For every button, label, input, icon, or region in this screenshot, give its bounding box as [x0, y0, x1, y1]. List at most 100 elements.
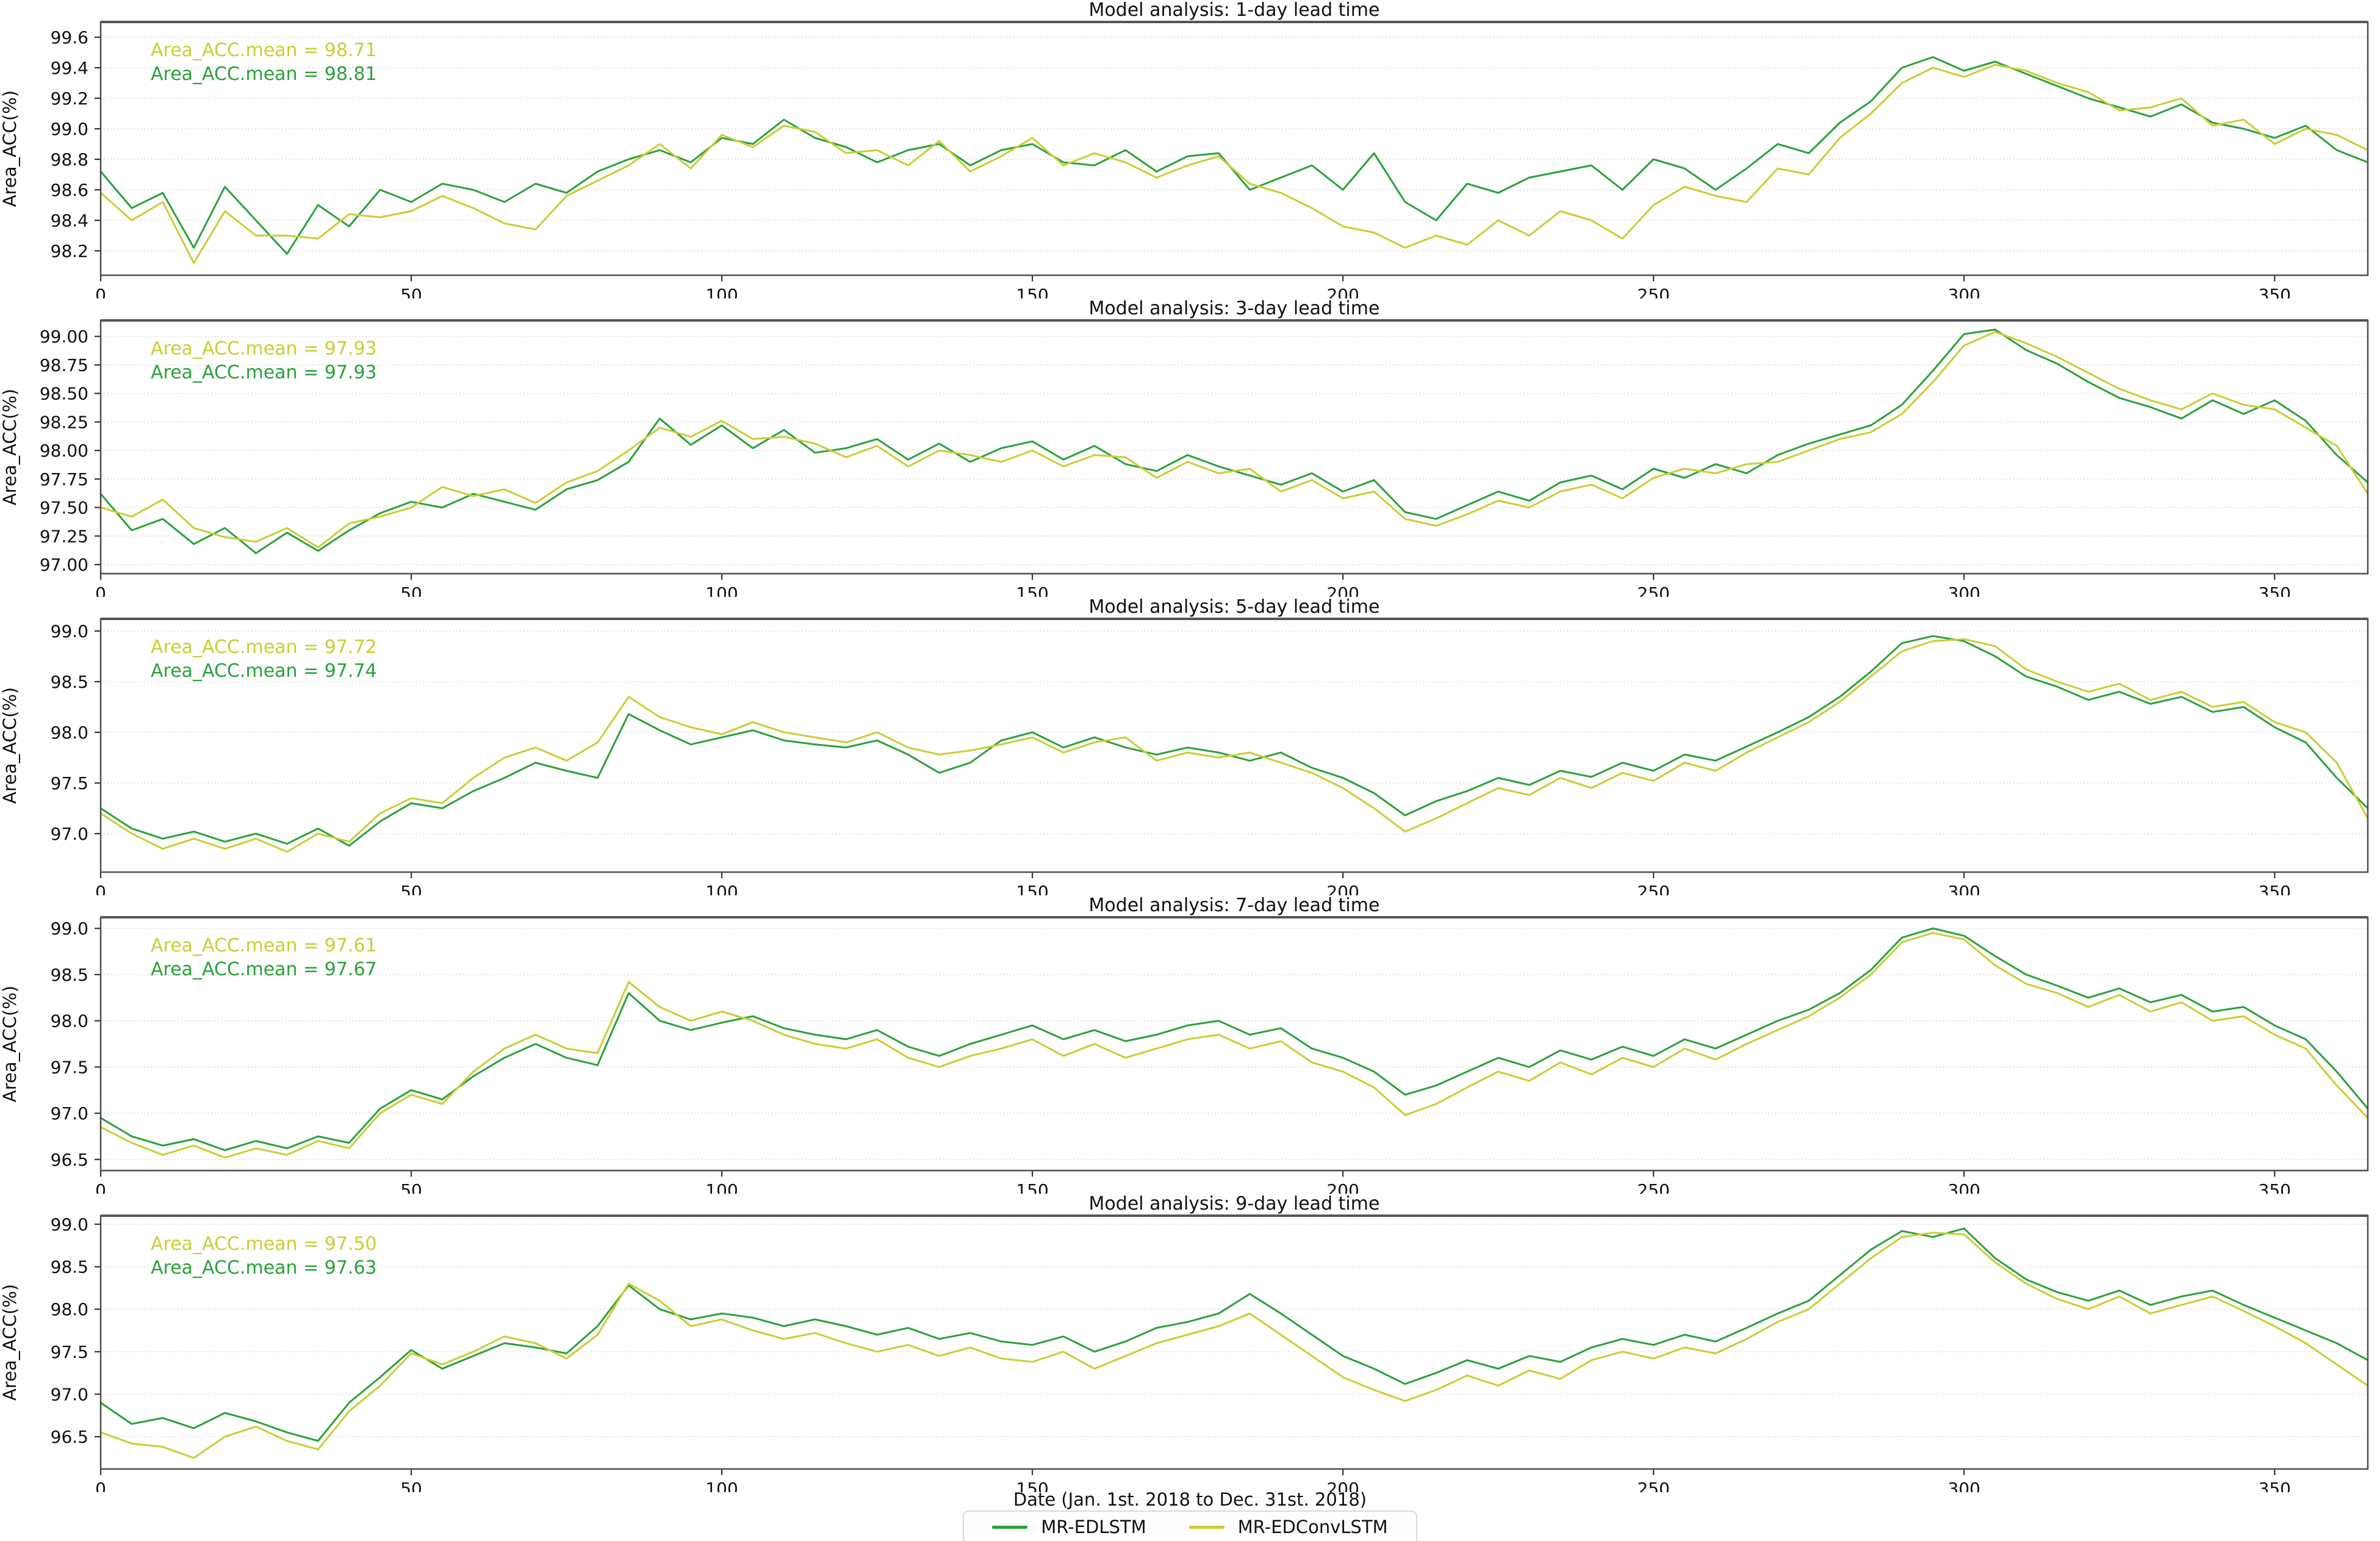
y-tick-label: 98.8	[51, 150, 88, 170]
mean-annotation-green: Area_ACC.mean = 97.74	[151, 660, 377, 682]
series-line-mr-edlstm	[99, 635, 2369, 847]
y-tick-label: 98.00	[40, 441, 88, 461]
x-tick-label: 150	[1016, 1180, 1048, 1194]
x-tick-label: 300	[1948, 285, 1980, 298]
mean-annotation-green: Area_ACC.mean = 97.67	[151, 959, 377, 980]
x-tick-label: 200	[1326, 1479, 1359, 1492]
y-axis-label: Area_ACC(%)	[0, 986, 20, 1102]
figure-footer: Date (Jan. 1st. 2018 to Dec. 31st. 2018)…	[0, 1490, 2380, 1541]
plot-spines	[99, 319, 2369, 575]
legend-label: MR-EDLSTM	[1041, 1517, 1146, 1537]
series-line-mr-edconvlstm	[99, 63, 2369, 264]
x-tick-label: 100	[705, 285, 738, 298]
x-tick-label: 0	[95, 1479, 106, 1492]
mean-annotation-green: Area_ACC.mean = 97.93	[151, 362, 377, 383]
y-tick-label: 97.75	[40, 469, 88, 489]
x-tick-label: 350	[2259, 1180, 2291, 1194]
x-tick-label: 100	[705, 882, 738, 895]
x-tick-label: 350	[2259, 1479, 2291, 1492]
legend-label: MR-EDConvLSTM	[1237, 1517, 1388, 1537]
y-tick-label: 97.5	[51, 1342, 88, 1362]
x-tick-label: 250	[1637, 882, 1669, 895]
y-axis-label: Area_ACC(%)	[0, 687, 20, 804]
legend: MR-EDLSTM MR-EDConvLSTM	[963, 1510, 1417, 1541]
legend-item-mr-edlstm: MR-EDLSTM	[992, 1517, 1146, 1537]
x-tick-label: 150	[1016, 882, 1048, 895]
panel-title: Model analysis: 7-day lead time	[1089, 895, 1380, 916]
y-tick-label: 98.5	[51, 965, 88, 985]
x-tick-label: 0	[95, 583, 106, 597]
y-axis-label: Area_ACC(%)	[0, 1284, 20, 1401]
mean-annotation-green: Area_ACC.mean = 98.81	[151, 63, 377, 85]
x-tick-label: 0	[95, 1180, 106, 1194]
series-line-mr-edlstm	[99, 927, 2369, 1152]
x-tick-label: 250	[1637, 583, 1669, 597]
y-tick-label: 98.50	[40, 384, 88, 404]
x-tick-label: 100	[705, 583, 738, 597]
y-tick-label: 97.0	[51, 1384, 88, 1404]
y-tick-label: 99.2	[51, 88, 88, 109]
y-tick-label: 98.5	[51, 1257, 88, 1277]
legend-item-mr-edconvlstm: MR-EDConvLSTM	[1188, 1517, 1388, 1537]
series-line-mr-edlstm	[99, 56, 2369, 255]
x-tick-label: 150	[1016, 1479, 1048, 1492]
y-tick-label: 99.0	[51, 621, 88, 641]
y-tick-label: 99.00	[40, 327, 88, 347]
chart-panel-5: 96.5 97.0 97.5 98.0 98.5 99.0 0 50 100 150 200 250 3…	[0, 1194, 2369, 1492]
panel-title: Model analysis: 3-day lead time	[1089, 298, 1380, 319]
x-tick-label: 0	[95, 882, 106, 895]
y-tick-label: 98.4	[51, 211, 88, 231]
x-tick-label: 200	[1326, 583, 1359, 597]
x-tick-label: 250	[1637, 1180, 1669, 1194]
series-line-mr-edconvlstm	[99, 1232, 2369, 1459]
plot-spines	[99, 21, 2369, 276]
y-tick-label: 97.0	[51, 1103, 88, 1124]
series-line-mr-edconvlstm	[99, 331, 2369, 549]
y-tick-label: 98.2	[51, 241, 88, 261]
chart-panel-2: 97.00 97.25 97.50 97.75 98.00 98.25 98.50 98.75…	[0, 298, 2369, 597]
x-tick-label: 200	[1326, 1180, 1359, 1194]
x-tick-label: 50	[400, 1479, 422, 1492]
x-tick-label: 350	[2259, 285, 2291, 298]
y-tick-label: 99.0	[51, 1214, 88, 1235]
x-tick-label: 250	[1637, 1479, 1669, 1492]
series-line-mr-edlstm	[99, 328, 2369, 554]
mean-annotation-yellow: Area_ACC.mean = 98.71	[151, 40, 377, 61]
x-tick-label: 150	[1016, 583, 1048, 597]
chart-panels: 98.2 98.4 98.6 98.8 99.0 99.2 99.4 99.6 0 50 100 15…	[0, 0, 2369, 1492]
y-tick-label: 98.25	[40, 412, 88, 432]
y-tick-label: 97.0	[51, 824, 88, 844]
y-tick-label: 97.5	[51, 773, 88, 793]
legend-line-yellow-icon	[1188, 1525, 1224, 1529]
x-axis-label: Date (Jan. 1st. 2018 to Dec. 31st. 2018)	[1013, 1489, 1367, 1510]
plot-spines	[99, 1214, 2369, 1470]
y-axis-label: Area_ACC(%)	[0, 389, 20, 505]
x-tick-label: 0	[95, 285, 106, 298]
y-tick-label: 99.6	[51, 27, 88, 48]
x-tick-label: 50	[400, 882, 422, 895]
y-tick-label: 97.25	[40, 526, 88, 546]
legend-line-green-icon	[992, 1525, 1028, 1529]
y-tick-label: 99.4	[51, 58, 88, 78]
y-tick-label: 97.00	[40, 555, 88, 575]
panel-title: Model analysis: 9-day lead time	[1089, 1194, 1380, 1214]
x-tick-label: 50	[400, 1180, 422, 1194]
chart-panel-4: 96.5 97.0 97.5 98.0 98.5 99.0 0 50 100 150 200 250 3…	[0, 895, 2369, 1194]
x-tick-label: 100	[705, 1479, 738, 1492]
x-tick-label: 150	[1016, 285, 1048, 298]
y-tick-label: 99.0	[51, 119, 88, 139]
y-tick-label: 98.0	[51, 1299, 88, 1319]
series-line-mr-edlstm	[99, 1227, 2369, 1442]
mean-annotation-yellow: Area_ACC.mean = 97.72	[151, 637, 377, 658]
y-tick-label: 96.5	[51, 1150, 88, 1170]
x-tick-label: 350	[2259, 882, 2291, 895]
panel-title: Model analysis: 5-day lead time	[1089, 597, 1380, 618]
y-tick-label: 98.6	[51, 180, 88, 200]
y-tick-label: 97.5	[51, 1057, 88, 1077]
mean-annotation-yellow: Area_ACC.mean = 97.93	[151, 338, 377, 359]
mean-annotation-yellow: Area_ACC.mean = 97.50	[151, 1233, 377, 1255]
y-tick-label: 97.50	[40, 498, 88, 518]
y-axis-label: Area_ACC(%)	[0, 90, 20, 207]
y-tick-label: 98.0	[51, 723, 88, 743]
